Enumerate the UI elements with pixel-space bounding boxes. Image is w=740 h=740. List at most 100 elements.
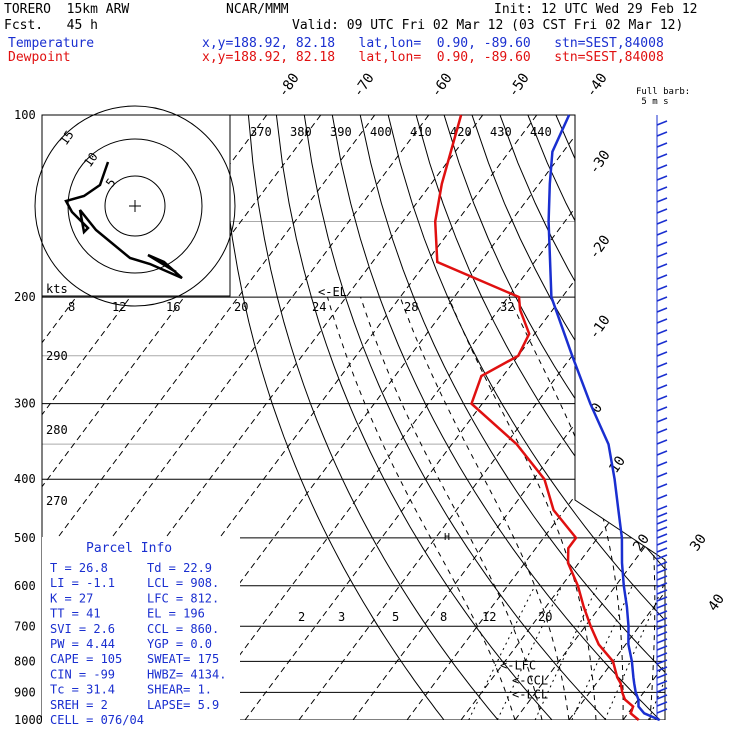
parcel-info-value: CCL = 860. [147, 622, 219, 636]
pressure-label: 400 [14, 472, 36, 486]
dry-adiabat [275, 115, 553, 720]
lfc-marker: <-LFC [500, 658, 536, 672]
wind-barb [656, 533, 668, 539]
parcel-info-value: YGP = 0.0 [147, 637, 212, 651]
model-title: TORERO 15km ARW [4, 2, 130, 17]
parcel-info-value: CIN = -99 [50, 667, 115, 681]
pressure-label: 900 [14, 685, 36, 699]
wind-barb [656, 673, 668, 679]
wind-barb [656, 318, 668, 324]
dry-adiabat [247, 115, 499, 720]
theta-label: 420 [450, 125, 472, 139]
wind-barb [656, 175, 668, 181]
wind-barb [656, 638, 668, 644]
isotherm-label: -60 [428, 70, 456, 100]
wind-barb [656, 263, 668, 269]
wind-barb [656, 519, 668, 525]
parcel-info-value: SREH = 2 [50, 698, 108, 712]
dry-adiabat [387, 115, 665, 720]
wind-barb [656, 197, 668, 203]
moist-adiabat [399, 296, 570, 720]
isotherm-line [352, 115, 665, 720]
hodograph-ring [104, 175, 166, 237]
barb-legend-line: Full barb: [636, 87, 690, 97]
wind-barb [656, 483, 668, 489]
isotherm-line [460, 115, 665, 720]
dry-adiabat [668, 115, 740, 720]
ccl-marker: <-CCL [512, 673, 548, 687]
parcel-info-value: CELL = 076/04 [50, 713, 144, 727]
mixing-ratio-label: 20 [538, 610, 552, 624]
wind-barb [656, 680, 668, 686]
moist-adiabat [508, 296, 624, 720]
moist-adiabat [327, 296, 516, 720]
el-marker: <-EL [318, 285, 347, 299]
moist-adiabat [670, 297, 696, 720]
isotherm-label: -70 [350, 70, 378, 100]
hodograph-units: kts [46, 282, 68, 296]
parcel-info-value: SVI = 2.6 [50, 622, 115, 636]
wind-barb [656, 589, 668, 595]
mixing-ratio-label: 5 [392, 610, 399, 624]
wind-barb [656, 340, 668, 346]
wind-barb [656, 252, 668, 258]
isotherm-label: -80 [275, 70, 303, 100]
mixing-ratio-label: 32 [500, 300, 514, 314]
isotherm-line [42, 115, 376, 720]
dry-adiabat [471, 115, 665, 720]
wind-barb [656, 164, 668, 170]
isotherm-label: -40 [583, 70, 611, 100]
isotherm-label: 30 [687, 531, 710, 554]
isotherm-label: -20 [586, 232, 614, 262]
temperature-location: x,y=188.92, 82.18 lat,lon= 0.90, -89.60 … [202, 36, 664, 51]
mixing-ratio-label: 12 [482, 610, 496, 624]
wind-barb [656, 610, 668, 616]
parcel-info-value: CAPE = 105 [50, 652, 122, 666]
wind-barb [656, 285, 668, 291]
wind-barb [656, 351, 668, 357]
parcel-info-value: LI = -1.1 [50, 576, 115, 590]
theta-label: 370 [250, 125, 272, 139]
parcel-info-value: LAPSE= 5.9 [147, 698, 219, 712]
dry-adiabat [527, 115, 665, 720]
dry-adiabat [611, 115, 665, 720]
source-label: NCAR/MMM [226, 2, 289, 17]
wind-barb [656, 575, 668, 581]
mixing-ratio-label: 16 [166, 300, 180, 314]
temperature-line [547, 114, 661, 722]
mixing-ratio-line [571, 585, 633, 720]
mixing-ratio-label: 3 [338, 610, 345, 624]
dry-adiabat [724, 115, 740, 720]
isotherm-label: -50 [505, 70, 533, 100]
moist-adiabat [583, 296, 656, 720]
pressure-label: 600 [14, 579, 36, 593]
parcel-info-value: Tc = 31.4 [50, 683, 115, 697]
mixing-ratio-label: 28 [404, 300, 418, 314]
dry-adiabat [499, 115, 665, 720]
wind-barb [656, 131, 668, 137]
isotherm-line [677, 115, 740, 720]
wind-barb [656, 373, 668, 379]
init-time: Init: 12 UTC Wed 29 Feb 12 [494, 2, 698, 17]
wind-barb [656, 582, 668, 588]
parcel-info-value: LCL = 908. [147, 576, 219, 590]
wind-barb [656, 494, 668, 500]
wind-barb [656, 241, 668, 247]
temperature-legend: Temperature [8, 36, 95, 51]
mixing-ratio-line [648, 585, 665, 720]
wind-barb [656, 694, 668, 700]
theta-label: 280 [46, 423, 68, 437]
wind-barb [656, 666, 668, 672]
wind-barb [656, 120, 668, 126]
moist-adiabat [360, 296, 543, 720]
wind-barb [656, 540, 668, 546]
wind-barb [656, 307, 668, 313]
isotherm-line [731, 115, 740, 720]
wind-barb [656, 554, 668, 560]
wind-barb [656, 603, 668, 609]
parcel-info-value: LFC = 812. [147, 591, 219, 605]
parcel-info-value: PW = 4.44 [50, 637, 115, 651]
isotherm-line [42, 115, 322, 720]
valid-time: Valid: 09 UTC Fri 02 Mar 12 (03 CST Fri … [292, 18, 684, 33]
mixing-ratio-label: 2 [298, 610, 305, 624]
